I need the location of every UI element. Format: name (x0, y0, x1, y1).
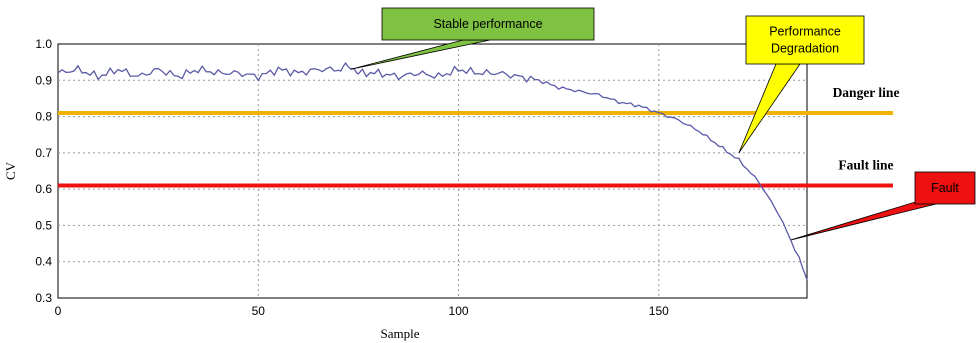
danger-line-label: Danger line (833, 85, 900, 100)
fault-line-label: Fault line (838, 158, 893, 173)
performance-degradation-callout-text: Degradation (771, 42, 839, 56)
y-tick-label: 0.8 (35, 110, 52, 124)
fault-callout-box (914, 171, 976, 205)
y-tick-label: 0.5 (35, 218, 52, 232)
stable-performance-callout-box (381, 7, 595, 41)
fault-callout-pointer (790, 198, 938, 241)
annotations: Stable performance Performance Degradation… (350, 7, 976, 241)
x-tick-label: 0 (55, 304, 62, 318)
y-tick-label: 0.3 (35, 291, 52, 305)
grid (58, 44, 807, 298)
x-tick-label: 100 (449, 304, 469, 318)
cv-series-line (57, 61, 808, 281)
x-tick-label: 50 (252, 304, 266, 318)
performance-degradation-callout-box (745, 15, 865, 65)
tick-labels: 0 50 100 150 0.3 0.4 0.5 0.6 0.7 0.8 0.9 1.0 (35, 37, 669, 318)
x-axis-title: Sample (381, 326, 420, 341)
plot-area (57, 43, 808, 299)
y-tick-label: 0.6 (35, 182, 52, 196)
y-tick-label: 0.4 (35, 255, 52, 269)
reference-lines: Danger line Fault line (58, 85, 900, 188)
x-tick-label: 150 (649, 304, 669, 318)
series-layer (57, 61, 808, 281)
stable-performance-callout-text: Stable performance (433, 17, 542, 31)
fault-callout-text: Fault (931, 181, 959, 195)
y-tick-label: 1.0 (35, 37, 52, 51)
y-tick-label: 0.9 (35, 73, 52, 87)
y-axis-title: CV (3, 161, 18, 180)
y-tick-label: 0.7 (35, 146, 52, 160)
performance-degradation-callout-text: Performance (769, 25, 841, 39)
